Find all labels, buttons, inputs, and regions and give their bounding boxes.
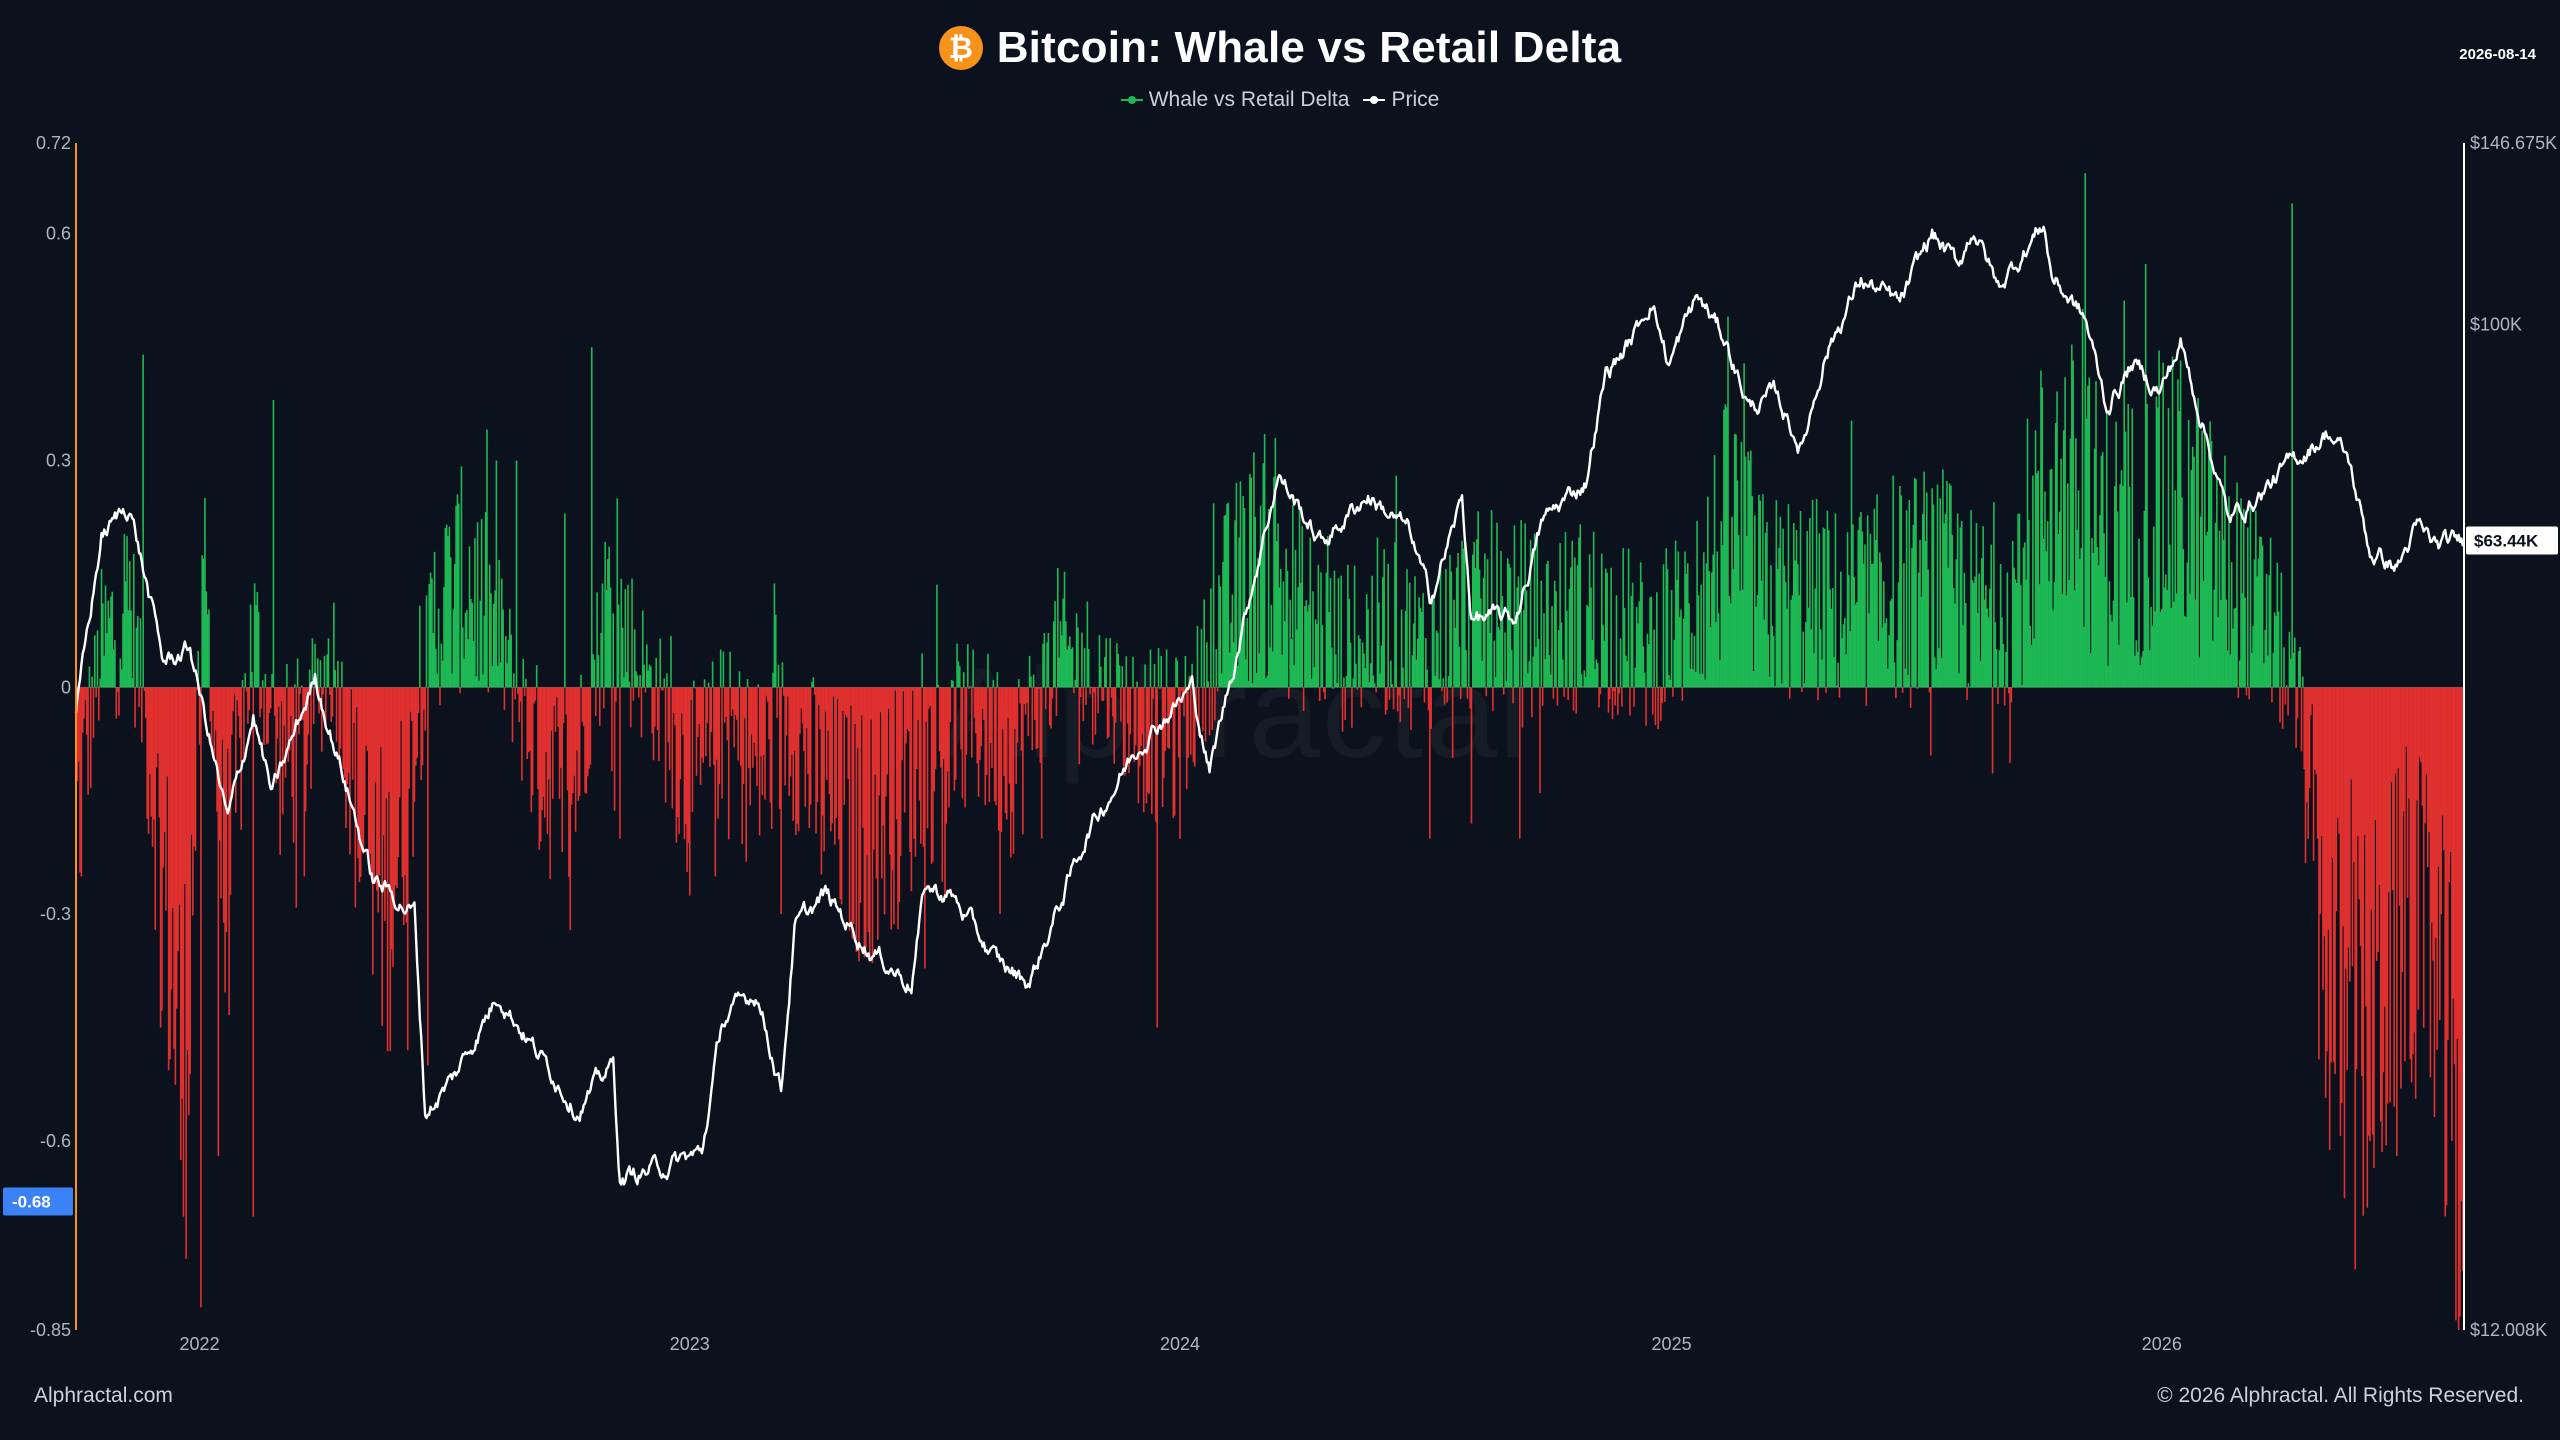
price-current-badge (2466, 526, 2558, 555)
right-tick-label: $146.675K (2470, 133, 2557, 153)
right-tick-label: $100K (2470, 315, 2522, 335)
legend-item-price[interactable]: Price (1363, 88, 1439, 112)
price-line (74, 225, 2466, 1186)
delta-current-badge (3, 1187, 73, 1216)
x-tick-label: 2024 (1160, 1334, 1200, 1354)
legend-item-delta[interactable]: Whale vs Retail Delta (1120, 88, 1350, 112)
right-tick-label: $12.008K (2470, 1320, 2547, 1340)
chart-title: Bitcoin: Whale vs Retail Delta (996, 23, 1622, 72)
legend-swatch-price (1363, 94, 1386, 106)
left-tick-label: -0.3 (40, 904, 71, 924)
footer-site[interactable]: Alphractal.com (34, 1384, 173, 1407)
delta-bars (75, 173, 2465, 1330)
value-badges: -0.68 $63.44K (3, 526, 2558, 1216)
left-tick-label: -0.6 (40, 1131, 71, 1151)
x-tick-label: 2022 (180, 1334, 220, 1354)
x-tick-label: 2023 (670, 1334, 710, 1354)
left-tick-label: 0.3 (46, 451, 71, 471)
footer-copyright: © 2026 Alphractal. All Rights Reserved. (2157, 1384, 2524, 1407)
x-axis-ticks: 2022 2023 2024 2025 2026 (180, 1334, 2182, 1354)
delta-current-label: -0.68 (12, 1192, 51, 1211)
legend: Whale vs Retail Delta Price (0, 88, 2560, 112)
title-row: ₿ Bitcoin: Whale vs Retail Delta (0, 18, 2560, 78)
date-stamp: 2026-08-14 (2459, 46, 2536, 63)
legend-swatch-delta (1120, 94, 1143, 106)
left-tick-label: -0.85 (30, 1320, 71, 1340)
left-axis-ticks: 0.72 0.6 0.3 0 -0.3 -0.6 -0.85 (30, 133, 71, 1340)
left-tick-label: 0.72 (36, 133, 71, 153)
x-tick-label: 2026 (2142, 1334, 2182, 1354)
x-tick-label: 2025 (1652, 1334, 1692, 1354)
left-tick-label: 0 (61, 677, 71, 697)
price-current-label: $63.44K (2474, 532, 2539, 551)
legend-label-delta: Whale vs Retail Delta (1148, 88, 1350, 111)
left-tick-label: 0.6 (46, 224, 71, 244)
legend-label-price: Price (1391, 88, 1440, 111)
right-axis-ticks: $146.675K $100K $12.008K (2470, 133, 2557, 1340)
bitcoin-icon: ₿ (938, 26, 983, 70)
